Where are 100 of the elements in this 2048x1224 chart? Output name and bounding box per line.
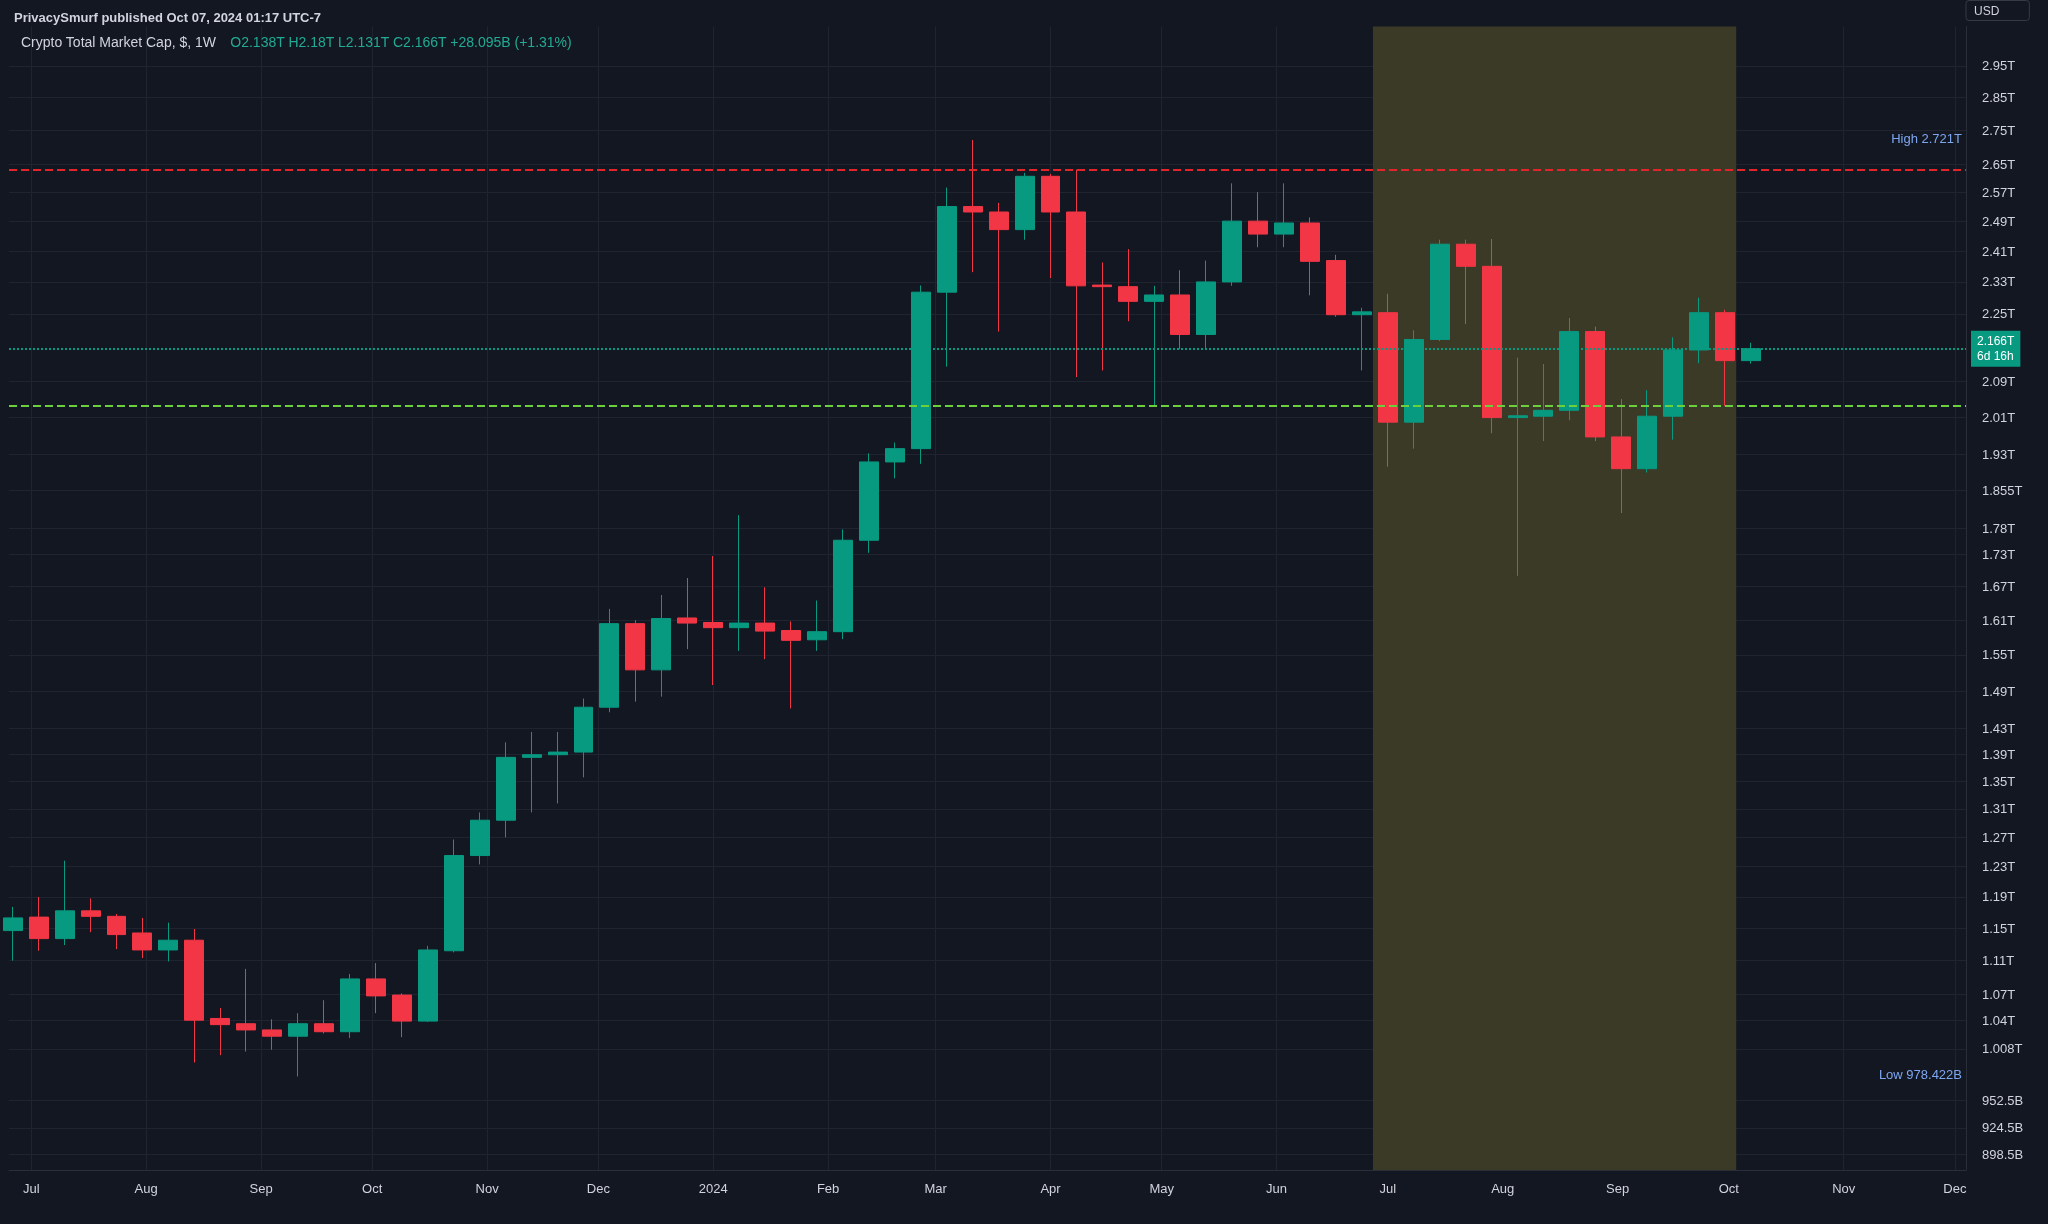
candlestick [1378, 293, 1398, 468]
candlestick [963, 139, 983, 273]
candlestick [522, 731, 542, 813]
candlestick [859, 452, 879, 554]
candlestick [262, 1018, 282, 1051]
candlestick [599, 608, 619, 713]
y-tick-label: 1.73T [1982, 546, 2016, 562]
candlestick [1015, 172, 1035, 241]
x-tick-label: Apr [1040, 1181, 1062, 1196]
candlestick [989, 202, 1009, 333]
y-tick-label: 1.07T [1982, 986, 2016, 1002]
candlestick [1533, 363, 1553, 442]
candlestick [1456, 239, 1476, 325]
y-tick-label: 2.75T [1982, 122, 2016, 138]
y-axis-title: USD [1974, 3, 2000, 18]
y-tick-label: 1.93T [1982, 446, 2016, 462]
y-tick-label: 2.33T [1982, 274, 2016, 290]
candlestick [3, 906, 23, 962]
candlestick [81, 897, 101, 933]
candlestick [418, 945, 438, 1023]
y-tick-label: 924.5B [1982, 1120, 2024, 1136]
candlestick [132, 917, 152, 959]
x-tick-label: Aug [134, 1181, 158, 1196]
y-tick-label: 2.65T [1982, 156, 2016, 172]
x-tick-label: May [1149, 1181, 1175, 1196]
x-tick-label: Mar [924, 1181, 948, 1196]
candlestick [703, 555, 723, 686]
candlestick [210, 1007, 230, 1056]
candlestick [1715, 309, 1735, 407]
candlestick [1170, 269, 1190, 350]
candlestick [781, 620, 801, 709]
candlestick [1430, 239, 1450, 342]
annotation: Low 978.422B [1878, 1067, 1962, 1083]
text: Crypto Total Market Cap, $, 1W [21, 34, 217, 50]
y-tick-label: 1.55T [1982, 647, 2016, 663]
x-tick-label: Oct [1718, 1181, 1740, 1196]
text: O2.138T H2.18T L2.131T C2.166T +28.095B (+1.31%) [230, 34, 572, 50]
candlestick [1300, 216, 1320, 296]
y-tick-label: 952.5B [1982, 1093, 2024, 1109]
candlestick [496, 741, 516, 838]
candlestick [392, 992, 412, 1038]
candlestick [288, 1012, 308, 1077]
y-tick-label: 1.78T [1982, 520, 2016, 536]
y-tick-label: 2.95T [1982, 58, 2016, 74]
annotation: High 2.721T [1891, 130, 1963, 146]
x-tick-label: Sep [1606, 1181, 1630, 1196]
ref-line-label: 2.166T 6d 16h [1977, 334, 2016, 364]
x-tick-label: Aug [1491, 1181, 1515, 1196]
y-tick-label: 2.41T [1982, 243, 2016, 259]
candlestick [1508, 357, 1528, 577]
x-tick-label: Jul [22, 1181, 40, 1196]
candlestick [885, 442, 905, 479]
candlestick [340, 973, 360, 1039]
candlestick [1118, 248, 1138, 322]
y-tick-label: 2.01T [1982, 409, 2016, 425]
candlestick [1222, 182, 1242, 287]
y-tick-label: 2.25T [1982, 306, 2016, 322]
y-tick-label: 1.67T [1982, 579, 2016, 595]
x-tick-label: Jun [1266, 1181, 1288, 1196]
candlestick [1611, 398, 1631, 514]
candlestick [184, 928, 204, 1064]
y-tick-label: 1.04T [1982, 1012, 2016, 1028]
y-tick-label: 1.23T [1982, 859, 2016, 875]
candlestick [548, 731, 568, 804]
y-tick-label: 1.35T [1982, 773, 2016, 789]
y-tick-label: 898.5B [1982, 1146, 2024, 1162]
candlestick [1066, 169, 1086, 378]
x-tick-label: Oct [362, 1181, 383, 1196]
y-tick-label: 1.008T [1982, 1041, 2023, 1057]
candlestick [470, 811, 490, 865]
candlestick [755, 586, 775, 660]
y-tick-label: 2.85T [1982, 90, 2016, 106]
candlestick [625, 619, 645, 703]
x-tick-label: Nov [475, 1181, 500, 1196]
candlestick [158, 922, 178, 962]
y-tick-label: 1.15T [1982, 920, 2016, 936]
x-tick-label: Dec [1943, 1181, 1967, 1196]
candlestick [55, 860, 75, 946]
text: PrivacySmurf published Oct 07, 2024 01:17 UTC-7 [14, 10, 322, 25]
x-tick-label: Feb [816, 1181, 840, 1196]
y-tick-label: 1.49T [1982, 683, 2016, 699]
candlestick [1326, 254, 1346, 318]
candlestick [236, 968, 256, 1053]
candlestick [729, 514, 749, 652]
y-tick-label: 2.49T [1982, 213, 2016, 229]
candlestick [651, 594, 671, 698]
candlestick [1092, 261, 1112, 372]
x-tick-label: 2024 [698, 1181, 728, 1196]
candlestick [1637, 389, 1657, 474]
y-tick-label: 1.39T [1982, 747, 2016, 763]
candlestick [574, 698, 593, 778]
candlestick [1041, 173, 1060, 279]
y-tick-label: 1.31T [1982, 801, 2016, 817]
candlestick [1585, 326, 1605, 442]
candlestick [1274, 182, 1294, 248]
x-tick-label: Dec [586, 1181, 611, 1196]
candlestick [107, 913, 126, 950]
y-tick-label: 1.61T [1982, 612, 2016, 628]
y-tick-label: 1.19T [1982, 889, 2016, 905]
candlestick [444, 839, 464, 953]
